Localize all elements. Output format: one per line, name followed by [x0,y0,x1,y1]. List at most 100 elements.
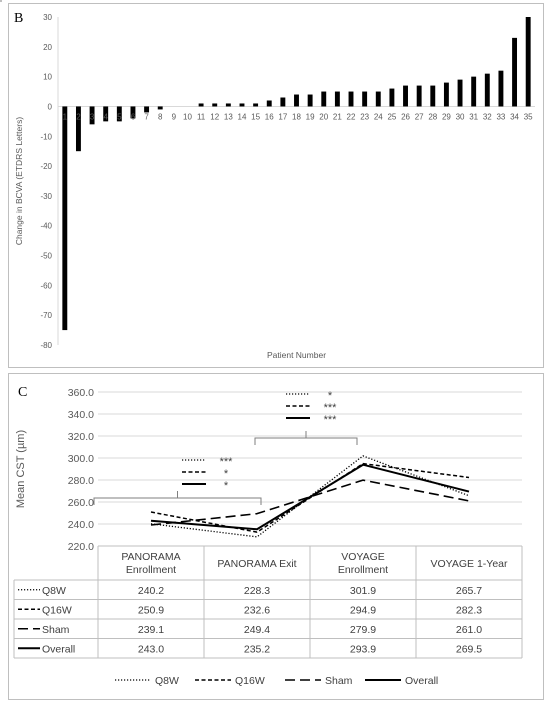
table-value: 240.2 [138,585,164,597]
bar-patient-30 [457,79,463,107]
bar-patient-6 [130,106,136,119]
table-series-name: Overall [42,643,75,655]
bar-patient-1 [62,106,68,331]
y-tick-label: 220.0 [68,541,94,553]
bar-patient-23 [362,91,368,107]
x-tick-label: 14 [238,112,247,121]
panel-letter-b: B [14,11,23,26]
table-value: 239.1 [138,624,164,636]
y-tick-label: -60 [40,281,52,290]
panel-b-frame [0,0,2,2]
y-axis-title: Change in BCVA (ETDRS Letters) [14,117,24,246]
bar-patient-3 [89,106,95,125]
panel-c-chart-frame [8,373,544,700]
significance-mark: *** [324,414,338,426]
bar-patient-4 [103,106,109,122]
bar-patient-24 [375,91,381,107]
bar-patient-29 [443,82,449,107]
bar-patient-5 [116,106,122,122]
y-tick-label: 10 [43,73,52,82]
y-axis-title: Mean CST (µm) [15,430,27,508]
x-tick-label: 13 [224,112,233,121]
x-tick-label: 8 [158,112,163,121]
bar-patient-26 [403,85,408,107]
bar-patient-21 [334,91,340,107]
x-category-label: PANORAMA Enrollment [121,551,180,576]
bar-patient-19 [307,94,313,107]
x-tick-label: 5 [117,112,122,121]
table-series-name: Q16W [42,604,72,616]
significance-mark: *** [220,456,234,468]
bar-patient-34 [512,37,518,107]
x-tick-label: 20 [319,112,328,121]
y-tick-label: 0 [48,102,53,111]
significance-mark: *** [324,402,338,414]
x-tick-label: 26 [401,112,410,121]
y-tick-label: -40 [40,222,52,231]
y-tick-label: -50 [40,252,52,261]
x-tick-label: 12 [210,112,219,121]
x-tick-label: 11 [197,112,206,121]
x-tick-label: 35 [524,112,533,121]
x-tick-label: 15 [251,112,260,121]
y-tick-label: 320.0 [68,431,94,443]
x-tick-label: 27 [415,112,424,121]
table-value: 282.3 [456,604,482,616]
x-tick-label: 21 [333,112,342,121]
y-tick-label: 300.0 [68,453,94,465]
bar-patient-14 [239,103,245,107]
table-series-name: Sham [42,624,70,636]
significance-mark: * [328,390,333,402]
table-value: 301.9 [350,585,376,597]
bar-patient-16 [266,100,272,107]
table-value: 294.9 [350,604,376,616]
y-tick-label: 20 [43,43,52,52]
x-tick-label: 34 [510,112,519,121]
x-tick-label: 6 [131,112,136,121]
significance-bracket [254,437,358,445]
table-value: 232.6 [244,604,270,616]
table-value: 293.9 [350,643,376,655]
legend-label: Sham [325,675,353,687]
bar-patient-27 [416,85,422,107]
x-tick-label: 33 [496,112,505,121]
panel-b-chart-frame [8,3,544,368]
x-tick-label: 4 [103,112,108,121]
y-tick-label: -20 [40,162,52,171]
table-value: 269.5 [456,643,482,655]
x-tick-label: 29 [442,112,451,121]
bar-patient-20 [321,91,327,107]
y-tick-label: -80 [40,341,52,350]
y-tick-label: 280.0 [68,475,94,487]
x-tick-label: 18 [292,112,301,121]
x-tick-label: 31 [469,112,478,121]
x-category-label: VOYAGE Enrollment [338,551,388,576]
bar-patient-15 [253,103,259,107]
bar-patient-13 [225,103,231,107]
panel-letter-c: C [18,385,27,400]
bar-patient-18 [294,94,299,107]
y-tick-label: 240.0 [68,519,94,531]
bar-patient-12 [212,103,218,107]
table-value: 265.7 [456,585,482,597]
y-tick-label: -30 [40,192,52,201]
table-value: 228.3 [244,585,270,597]
bar-patient-33 [498,70,504,107]
table-value: 261.0 [456,624,482,636]
bar-patient-7 [144,106,150,113]
series-line-overall [150,463,470,531]
x-tick-label: 22 [347,112,356,121]
x-tick-label: 23 [360,112,369,121]
bar-patient-2 [75,106,81,152]
table-value: 279.9 [350,624,376,636]
table-value: 250.9 [138,604,164,616]
y-tick-label: 30 [43,13,52,22]
x-tick-label: 10 [183,112,192,121]
y-tick-label: -10 [40,132,52,141]
x-tick-label: 7 [144,112,149,121]
x-category-label: PANORAMA Exit [217,558,296,570]
table-series-name: Q8W [42,585,66,597]
series-line-sham [150,479,470,526]
